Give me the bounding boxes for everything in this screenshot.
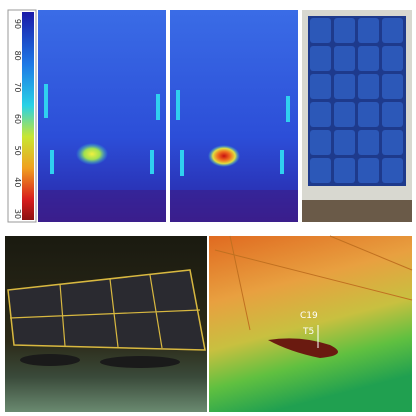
solar-cell	[310, 130, 331, 155]
solar-cell	[382, 130, 403, 155]
solar-cell	[382, 74, 403, 99]
solar-cell	[334, 46, 355, 71]
colorbar-label: 80	[13, 51, 22, 61]
solar-cell	[310, 158, 331, 183]
solar-cell	[334, 130, 355, 155]
solar-cell	[358, 158, 379, 183]
solar-cell	[382, 18, 403, 43]
solar-cell	[382, 46, 403, 71]
solar-cell	[310, 18, 331, 43]
annotation: C19	[300, 311, 318, 321]
solar-cell	[334, 18, 355, 43]
solar-cell	[358, 130, 379, 155]
solar-cell	[310, 102, 331, 127]
solar-cell	[358, 18, 379, 43]
colorbar-label: 50	[13, 146, 22, 156]
solar-cell	[358, 46, 379, 71]
thermal-image-right: C19 T5	[209, 235, 413, 412]
colorbar	[22, 12, 34, 220]
solar-cell	[334, 74, 355, 99]
colorbar-label: 60	[13, 114, 22, 124]
solar-cell	[310, 46, 331, 71]
colorbar-label: 40	[13, 177, 22, 187]
colorbar-label: 70	[13, 82, 22, 92]
solar-cell	[358, 74, 379, 99]
panel-photo	[302, 10, 412, 222]
thermal-panel-1	[38, 10, 166, 222]
solar-cell	[358, 102, 379, 127]
annotation: T5	[302, 327, 314, 337]
solar-cell	[334, 158, 355, 183]
solar-cell	[382, 158, 403, 183]
colorbar-label: 30	[13, 209, 22, 219]
colorbar-label: 90	[13, 19, 22, 29]
drone-image-left	[5, 236, 207, 412]
solar-cell	[310, 74, 331, 99]
thermal-panel-2	[170, 10, 298, 222]
solar-cell	[382, 102, 403, 127]
solar-cell	[334, 102, 355, 127]
